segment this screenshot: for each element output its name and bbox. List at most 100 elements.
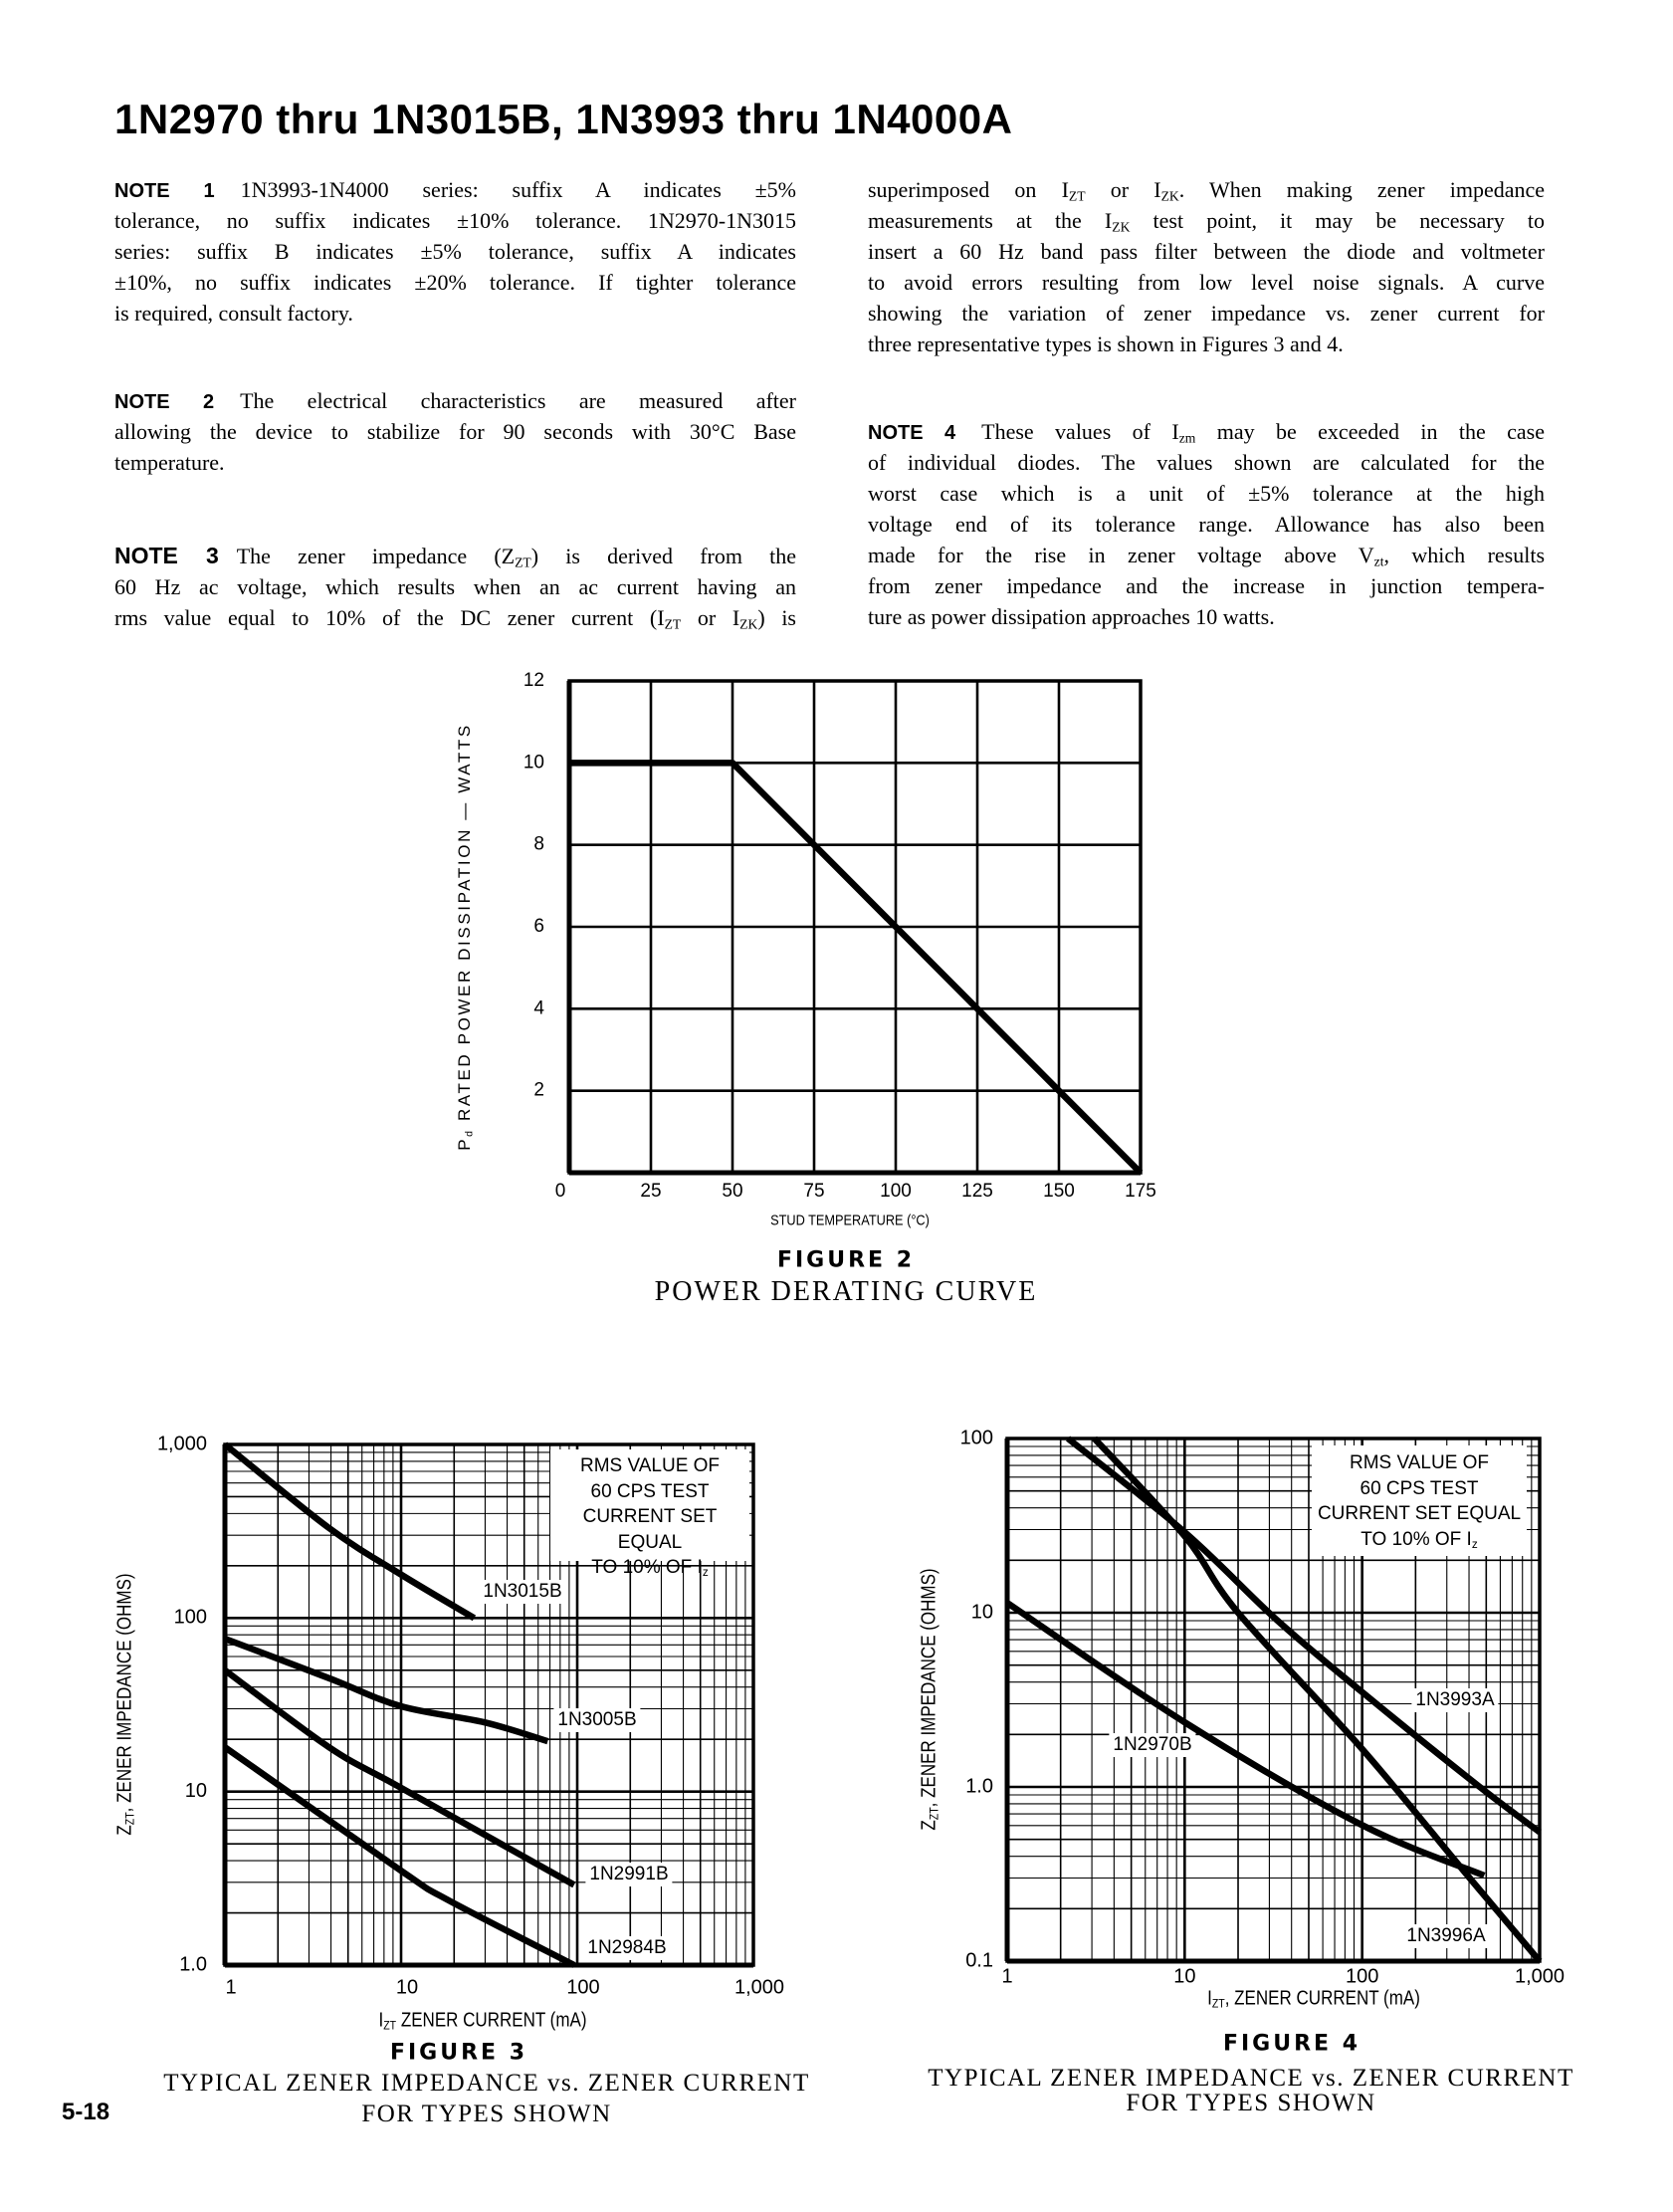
figure-4-caption-line-2: FOR TYPES SHOWN [1126, 2090, 1376, 2116]
figure-3-caption-line-2: FOR TYPES SHOWN [361, 2101, 612, 2127]
note-line: temperature. [114, 447, 796, 478]
subscript: ZT [122, 1812, 137, 1826]
text-run: tolerance, no suffix indicates ±10% tole… [114, 208, 796, 233]
subscript: ZT [1211, 1996, 1225, 2011]
note-line: 60 Hz ac voltage, which results when an … [114, 571, 796, 602]
text-run: TO 10% OF I [1360, 1528, 1472, 1550]
text-run: , ZENER IMPEDANCE (OHMS) [113, 1573, 136, 1813]
figure-3-y-axis-label: ZZT, ZENER IMPEDANCE (OHMS) [114, 1573, 137, 1835]
x-tick-label: 10 [396, 1976, 418, 1998]
text-run: I [1207, 1987, 1212, 2010]
x-tick-label: 50 [722, 1181, 742, 1202]
note-2: NOTE 2 The electrical characteristics are… [114, 385, 796, 478]
text-run: P [455, 1136, 474, 1151]
curve-1n3996a [1092, 1436, 1543, 1964]
figure-3: 1 10 100 1,000 1.0 10 100 1,000 [157, 1433, 784, 1998]
text-run: voltage end of its tolerance range. Allo… [868, 512, 1545, 537]
curve-label: 1N2970B [1109, 1733, 1196, 1757]
text-run: 60 CPS TEST [590, 1480, 710, 1502]
note-line: allowing the device to stabilize for 90 … [114, 416, 796, 447]
text-run: rms value equal to 10% of the DC zener c… [114, 605, 665, 630]
text-run: three representative types is shown in F… [868, 332, 1344, 356]
note-line: NOTE 4 These values of Izm may be exceede… [868, 416, 1545, 447]
text-run: from zener impedance and the increase in… [868, 573, 1545, 598]
figure-2: 0 25 50 75 100 125 150 175 2 4 6 8 10 12 [523, 670, 1156, 1202]
text-run: These values of I [981, 419, 1179, 444]
text-run: worst case which is a unit of ±5% tolera… [868, 481, 1545, 506]
x-tick-label: 75 [803, 1181, 824, 1202]
curve-label: 1N3005B [553, 1708, 641, 1732]
note-label: NOTE 1 [114, 180, 215, 202]
text-run: test point, it may be necessary to [1130, 208, 1545, 233]
annotation-line: 60 CPS TEST [550, 1479, 749, 1505]
text-run: I [378, 2009, 384, 2032]
curve-1n2984b [223, 1744, 576, 1968]
curve-1n3005b [223, 1636, 549, 1745]
curve-label: 1N3993A [1411, 1688, 1499, 1712]
text-run: to avoid errors resulting from low level… [868, 270, 1545, 295]
note-line: to avoid errors resulting from low level… [868, 267, 1545, 298]
text-run: allowing the device to stabilize for 90 … [114, 419, 796, 444]
figure-4-y-axis-label: ZZT, ZENER IMPEDANCE (OHMS) [919, 1568, 941, 1830]
curve-1n3015b [222, 1441, 477, 1622]
note-line: measurements at the IZK test point, it m… [868, 205, 1545, 236]
text-run: showing the variation of zener impedance… [868, 301, 1545, 326]
annotation-line: RMS VALUE OF [1312, 1450, 1527, 1476]
x-tick-label: 100 [880, 1181, 912, 1202]
text-run: CURRENT SET EQUAL [582, 1506, 718, 1553]
subscript: ZT [515, 554, 531, 570]
subscript: ZK [739, 616, 758, 632]
figure-3-annotation: RMS VALUE OF 60 CPS TEST CURRENT SET EQUAL… [550, 1449, 749, 1578]
x-tick-label: 175 [1125, 1181, 1156, 1202]
y-tick-label: 1.0 [965, 1775, 993, 1797]
text-run: TO 10% OF I [591, 1557, 703, 1578]
subscript: z [702, 1565, 709, 1579]
y-tick-label: 8 [533, 834, 544, 855]
figure-2-label: FIGURE 2 [776, 1247, 916, 1273]
text-run: , which results [1383, 543, 1546, 567]
note-line: NOTE 2 The electrical characteristics are… [114, 385, 796, 416]
y-tick-label: 0.1 [965, 1949, 993, 1971]
x-tick-label: 0 [555, 1181, 566, 1202]
curve-derating [569, 760, 1144, 1176]
note-line: rms value equal to 10% of the DC zener c… [114, 602, 796, 633]
text-run: RATED POWER DISSIPATION — WATTS [455, 723, 474, 1129]
text-run: 1N3993-1N4000 series: suffix A indicates… [240, 177, 796, 202]
text-run: measurements at the I [868, 208, 1113, 233]
text-run: The zener impedance (Z [236, 544, 516, 568]
curve-1n2991b [223, 1667, 576, 1888]
annotation-line: CURRENT SET EQUAL [550, 1504, 749, 1555]
figure-3-caption-line-1: TYPICAL ZENER IMPEDANCE vs. ZENER CURREN… [163, 2070, 810, 2097]
y-tick-label: 1,000 [157, 1433, 207, 1454]
figure-3-label: FIGURE 3 [389, 2040, 528, 2066]
x-tick-label: 1 [1001, 1965, 1012, 1987]
text-run: . When making zener impedance [1178, 177, 1546, 202]
note-line: ture as power dissipation approaches 10 … [868, 601, 1545, 632]
figure-4: 1 10 100 1,000 0.1 1.0 10 100 [960, 1427, 1565, 1987]
text-run: CURRENT SET EQUAL [1317, 1503, 1522, 1524]
note-line: showing the variation of zener impedance… [868, 298, 1545, 329]
subscript: ZT [664, 616, 682, 632]
text-run: temperature. [114, 450, 225, 475]
figure-2-x-axis-label: STUD TEMPERATURE (°C) [770, 1212, 930, 1229]
text-run: made for the rise in zener voltage above… [868, 543, 1374, 567]
annotation-line: TO 10% OF Iz [1312, 1527, 1527, 1553]
subscript: ZK [1160, 188, 1179, 204]
annotation-line: TO 10% OF Iz [550, 1555, 749, 1581]
x-tick-label: 1,000 [1515, 1965, 1565, 1987]
text-run: is required, consult factory. [114, 301, 353, 326]
curve-1n2970b [1005, 1600, 1486, 1880]
subscript: ZT [927, 1807, 941, 1821]
note-line: worst case which is a unit of ±5% tolera… [868, 478, 1545, 509]
page-number: 5-18 [62, 2099, 110, 2125]
figure-4-label: FIGURE 4 [1222, 2031, 1361, 2057]
annotation-line: 60 CPS TEST [1312, 1476, 1527, 1502]
text-run: insert a 60 Hz band pass filter between … [868, 239, 1545, 264]
curve-label: 1N3015B [479, 1580, 566, 1604]
text-run: ) is [757, 605, 796, 630]
note-line: NOTE 1 1N3993-1N4000 series: suffix A ind… [114, 174, 796, 205]
text-run: or I [681, 605, 740, 630]
text-run: Z [918, 1820, 941, 1831]
figure-4-annotation: RMS VALUE OF 60 CPS TEST CURRENT SET EQUAL… [1312, 1445, 1527, 1556]
